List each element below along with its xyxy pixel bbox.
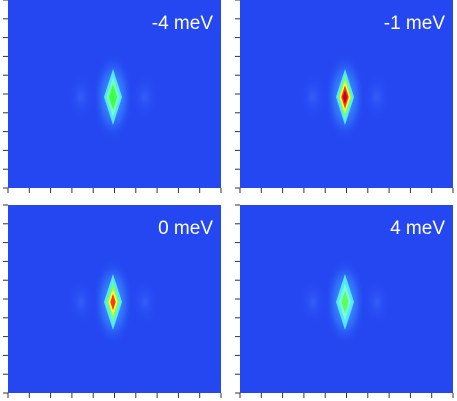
peak	[341, 290, 349, 314]
side-lobe	[131, 73, 159, 121]
peak	[110, 293, 116, 311]
panel: 4 meV	[235, 204, 454, 398]
side-lobe	[363, 73, 391, 121]
panel-label: 4 meV	[390, 218, 445, 239]
panel-label: -1 meV	[384, 13, 446, 34]
panel: -1 meV	[235, 0, 454, 193]
peak	[342, 90, 348, 104]
side-lobe	[67, 278, 95, 326]
side-lobe	[299, 278, 327, 326]
peak	[108, 84, 118, 110]
side-lobe	[299, 73, 327, 121]
panel-label: -4 meV	[152, 13, 214, 34]
panel: -4 meV	[3, 0, 222, 193]
panel-label: 0 meV	[158, 218, 213, 239]
panel: 0 meV	[3, 204, 222, 398]
side-lobe	[131, 278, 159, 326]
side-lobe	[67, 73, 95, 121]
side-lobe	[363, 278, 391, 326]
